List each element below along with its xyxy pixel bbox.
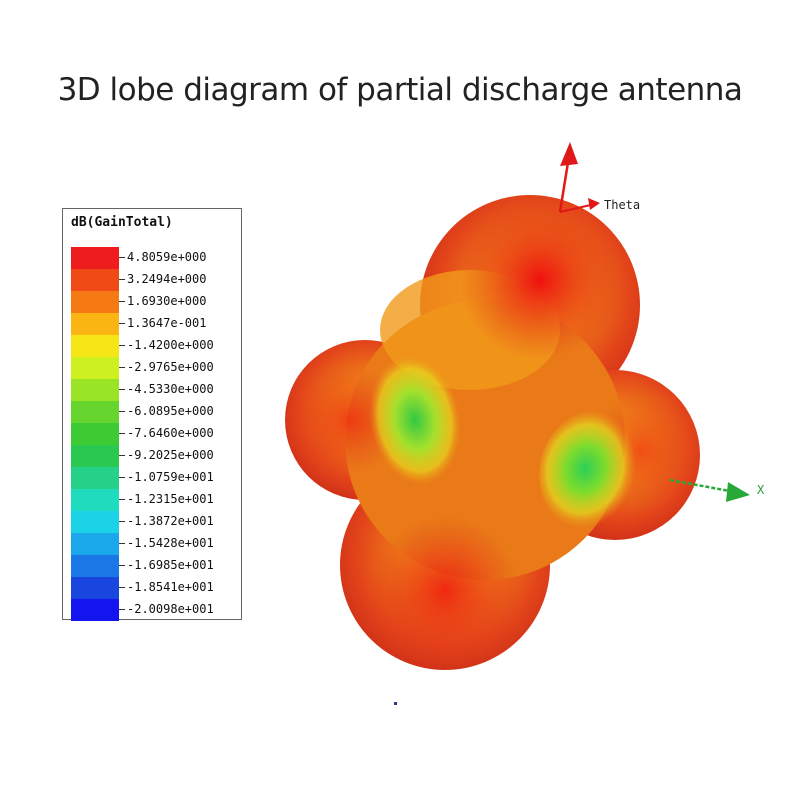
legend-row: -1.3872e+001 <box>71 511 241 533</box>
legend-swatch <box>71 445 119 467</box>
legend-row: -9.2025e+000 <box>71 445 241 467</box>
color-legend: dB(GainTotal) 4.8059e+000 3.2494e+000 1.69… <box>62 208 242 621</box>
legend-swatch <box>71 533 119 555</box>
legend-row: -7.6460e+000 <box>71 423 241 445</box>
legend-swatch <box>71 577 119 599</box>
legend-swatch <box>71 357 119 379</box>
legend-swatch <box>71 379 119 401</box>
legend-tick <box>119 433 125 434</box>
legend-value: -6.0895e+000 <box>127 404 214 418</box>
legend-value: -7.6460e+000 <box>127 426 214 440</box>
legend-title: dB(GainTotal) <box>71 215 173 230</box>
x-axis <box>669 478 750 502</box>
legend-swatch <box>71 511 119 533</box>
legend-value: -1.2315e+001 <box>127 492 214 506</box>
legend-value: -1.8541e+001 <box>127 580 214 594</box>
lobe-surface <box>285 195 700 670</box>
legend-tick <box>119 499 125 500</box>
legend-swatch <box>71 269 119 291</box>
legend-swatch <box>71 291 119 313</box>
legend-row: -1.5428e+001 <box>71 533 241 555</box>
legend-tick <box>119 411 125 412</box>
legend-swatch <box>71 555 119 577</box>
legend-tick <box>119 323 125 324</box>
legend-row: 1.6930e+000 <box>71 291 241 313</box>
x-axis-label: X <box>757 483 765 497</box>
theta-axis <box>558 142 600 213</box>
legend-tick <box>119 367 125 368</box>
legend-value: 3.2494e+000 <box>127 272 207 286</box>
legend-value: 4.8059e+000 <box>127 250 207 264</box>
legend-tick <box>119 587 125 588</box>
legend-row: 3.2494e+000 <box>71 269 241 291</box>
legend-swatch <box>71 401 119 423</box>
legend-tick <box>119 565 125 566</box>
legend-scale: 4.8059e+000 3.2494e+000 1.6930e+000 1.3647e… <box>71 247 241 621</box>
legend-swatch <box>71 599 119 621</box>
legend-value: -9.2025e+000 <box>127 448 214 462</box>
legend-tick <box>119 257 125 258</box>
legend-row: -6.0895e+000 <box>71 401 241 423</box>
page-title: 3D lobe diagram of partial discharge ant… <box>57 72 743 108</box>
legend-swatch <box>71 247 119 269</box>
legend-tick <box>119 543 125 544</box>
legend-row: -1.2315e+001 <box>71 489 241 511</box>
legend-value: -2.0098e+001 <box>127 602 214 616</box>
theta-axis-label: Theta <box>604 198 641 212</box>
legend-row: -2.0098e+001 <box>71 599 241 621</box>
legend-row: -2.9765e+000 <box>71 357 241 379</box>
legend-tick <box>119 455 125 456</box>
legend-value: -1.5428e+001 <box>127 536 214 550</box>
legend-value: -1.6985e+001 <box>127 558 214 572</box>
legend-value: -1.4200e+000 <box>127 338 214 352</box>
legend-swatch <box>71 313 119 335</box>
legend-row: -1.8541e+001 <box>71 577 241 599</box>
legend-tick <box>119 609 125 610</box>
legend-value: 1.3647e-001 <box>127 316 207 330</box>
legend-tick <box>119 521 125 522</box>
legend-row: -4.5330e+000 <box>71 379 241 401</box>
legend-value: 1.6930e+000 <box>127 294 207 308</box>
legend-swatch <box>71 335 119 357</box>
legend-swatch <box>71 489 119 511</box>
legend-tick <box>119 345 125 346</box>
legend-row: 1.3647e-001 <box>71 313 241 335</box>
radiation-pattern-plot <box>285 142 750 670</box>
legend-row: -1.4200e+000 <box>71 335 241 357</box>
legend-value: -1.0759e+001 <box>127 470 214 484</box>
legend-row: -1.6985e+001 <box>71 555 241 577</box>
legend-value: -1.3872e+001 <box>127 514 214 528</box>
legend-tick <box>119 279 125 280</box>
legend-tick <box>119 389 125 390</box>
legend-tick <box>119 477 125 478</box>
legend-tick <box>119 301 125 302</box>
legend-value: -2.9765e+000 <box>127 360 214 374</box>
legend-row: 4.8059e+000 <box>71 247 241 269</box>
legend-row: -1.0759e+001 <box>71 467 241 489</box>
legend-swatch <box>71 423 119 445</box>
legend-value: -4.5330e+000 <box>127 382 214 396</box>
legend-swatch <box>71 467 119 489</box>
marker-dot <box>394 702 397 705</box>
